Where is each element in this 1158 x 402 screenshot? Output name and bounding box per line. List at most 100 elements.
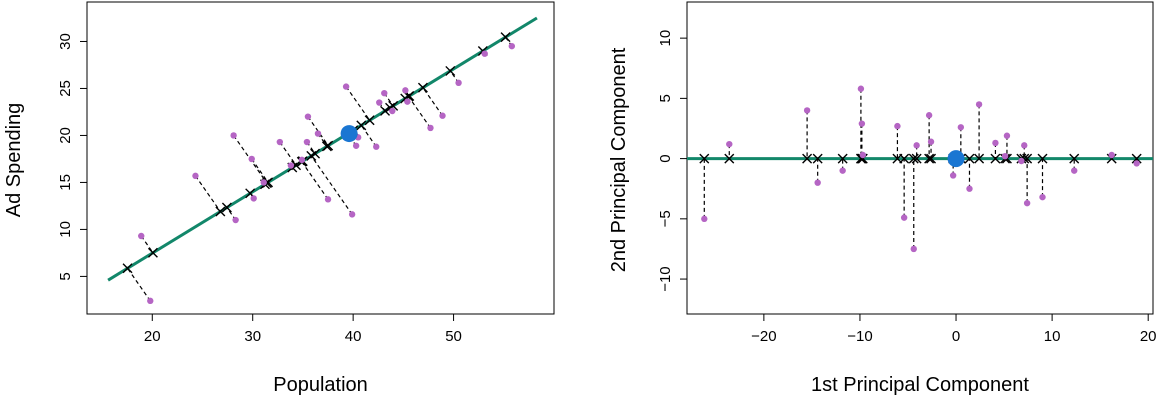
projected-point-marker — [147, 247, 158, 258]
data-point — [949, 172, 957, 179]
projected-point-stroke — [380, 105, 391, 116]
x-tick-label: 10 — [1044, 328, 1061, 345]
data-point — [925, 112, 933, 119]
data-point — [910, 245, 917, 253]
projected-point-marker — [122, 263, 133, 274]
projected-point-marker — [380, 105, 391, 116]
y-tick-label: 10 — [657, 30, 674, 47]
projected-point-marker — [926, 153, 937, 164]
projected-point-marker — [908, 153, 919, 164]
y-tick-label: 30 — [57, 33, 74, 50]
y-tick-label: 15 — [57, 174, 74, 191]
data-point — [859, 151, 867, 159]
data-point — [287, 162, 295, 169]
projected-point-stroke — [899, 153, 910, 164]
projected-point-marker — [899, 153, 910, 164]
projected-point-marker — [812, 153, 823, 164]
data-point — [1001, 152, 1009, 160]
x-tick-label: −20 — [751, 328, 776, 345]
data-point — [260, 179, 267, 186]
projected-point-stroke — [221, 202, 232, 213]
data-point — [508, 42, 516, 50]
y-tick-label: 5 — [657, 94, 674, 102]
projected-point-stroke — [364, 115, 375, 126]
projection-segment — [251, 158, 269, 183]
data-point — [138, 232, 145, 240]
data-point — [1018, 157, 1025, 165]
y-tick-label: 20 — [57, 127, 74, 144]
data-point — [1071, 167, 1078, 174]
projected-point-marker — [215, 206, 226, 217]
projected-point-stroke — [245, 188, 256, 199]
data-point — [404, 98, 411, 105]
data-point — [1039, 193, 1046, 201]
projected-point-stroke — [122, 263, 133, 274]
projected-point-stroke — [321, 141, 332, 152]
projected-point-stroke — [215, 206, 226, 217]
projection-segment — [301, 161, 329, 200]
x-tick-label: 30 — [244, 328, 261, 345]
data-point — [1021, 142, 1028, 149]
projection-segment — [127, 267, 151, 302]
data-point — [230, 132, 237, 139]
projected-point-marker — [802, 153, 813, 164]
data-point — [303, 138, 311, 146]
data-point — [232, 216, 239, 224]
x-tick-label: 20 — [144, 328, 161, 345]
projected-point-stroke — [908, 153, 919, 164]
data-point — [894, 122, 901, 130]
data-point — [726, 140, 733, 148]
data-point — [348, 211, 356, 218]
y-tick-label: 5 — [57, 272, 74, 280]
data-point — [439, 112, 446, 119]
projected-point-stroke — [837, 153, 848, 164]
projection-segment — [422, 87, 444, 117]
projection-segment — [408, 96, 431, 129]
projection-segment — [279, 141, 297, 166]
data-point — [966, 185, 973, 192]
data-point — [814, 179, 821, 186]
data-point — [927, 138, 935, 145]
x-tick-label: 50 — [445, 328, 462, 345]
left-scatter-panel: 20 30 40 50 5 10 15 20 25 30 Population Ad Spending — [3, 1, 555, 396]
projected-point-marker — [356, 120, 367, 131]
projected-point-stroke — [924, 153, 935, 164]
projection-segment — [194, 175, 221, 212]
data-point — [248, 155, 255, 163]
data-point — [342, 83, 350, 90]
projected-point-stroke — [802, 153, 813, 164]
x-tick-label: 0 — [952, 328, 960, 345]
projected-point-marker — [321, 141, 332, 152]
y-tick-label: −10 — [657, 266, 674, 291]
y-tick-label: −5 — [657, 210, 674, 227]
data-point — [276, 138, 284, 146]
projected-point-stroke — [500, 32, 511, 43]
projected-point-marker — [699, 153, 710, 164]
projected-point-stroke — [974, 153, 985, 164]
data-point — [1023, 199, 1031, 207]
plot-frame — [86, 1, 555, 315]
projected-point-marker — [306, 150, 317, 161]
data-point — [427, 124, 434, 132]
right-scatter-panel: −20 −10 0 10 20 −10 −5 0 5 10 1st Principal Compon… — [608, 1, 1157, 396]
projected-point-marker — [1131, 153, 1142, 164]
projected-point-marker — [974, 153, 985, 164]
y-tick-label: 10 — [57, 221, 74, 238]
y-tick-label: 0 — [657, 154, 674, 162]
projected-point-marker — [924, 153, 935, 164]
projected-point-stroke — [445, 65, 456, 76]
projected-point-stroke — [1069, 153, 1080, 164]
data-point — [455, 79, 462, 87]
projected-point-stroke — [1037, 153, 1048, 164]
projected-point-stroke — [477, 46, 488, 57]
data-point — [857, 85, 865, 92]
projected-point-stroke — [699, 153, 710, 164]
projected-point-marker — [1069, 153, 1080, 164]
x-axis-title: Population — [273, 374, 368, 396]
x-axis-title: 1st Principal Component — [811, 374, 1029, 396]
projected-point-marker — [500, 32, 511, 43]
projected-point-stroke — [724, 153, 735, 164]
data-point — [373, 143, 380, 150]
projected-point-marker — [724, 153, 735, 164]
y-axis-title: 2nd Principal Component — [608, 47, 630, 272]
